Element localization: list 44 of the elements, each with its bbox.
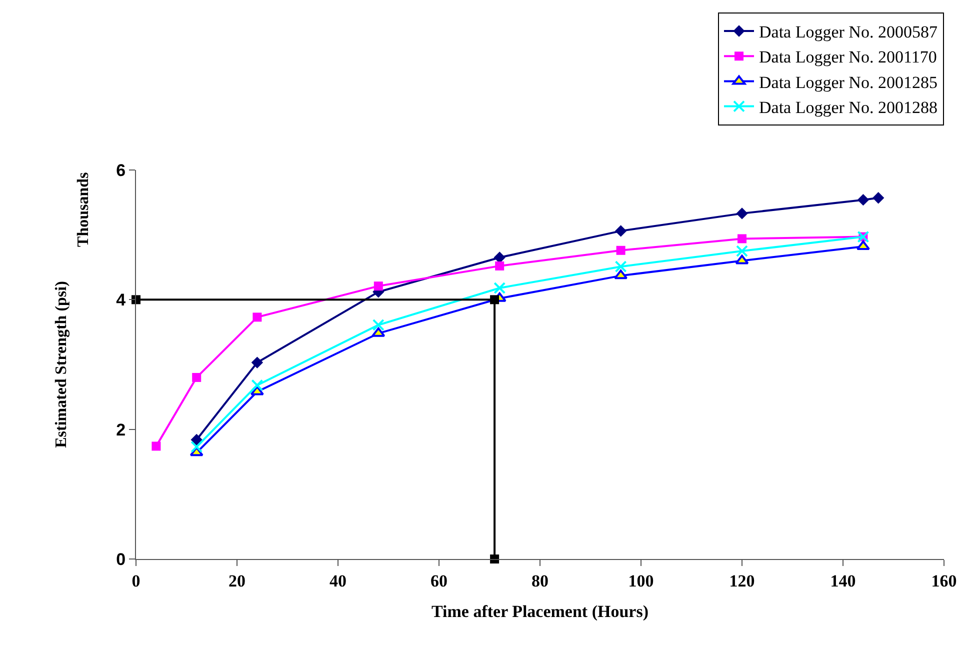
legend-label: Data Logger No. 2001170 [759, 48, 937, 67]
x-tick-label: 140 [830, 571, 856, 590]
point [251, 379, 264, 392]
x-tick-label: 20 [228, 571, 246, 590]
point [152, 442, 161, 451]
point [190, 440, 203, 453]
point [374, 282, 383, 291]
point [614, 270, 628, 280]
point [192, 372, 202, 382]
x-tick-label: 40 [330, 571, 346, 590]
legend-label: Data Logger No. 2000587 [759, 22, 938, 42]
point [614, 225, 627, 237]
point [190, 434, 202, 446]
x-tick-label: 100 [628, 571, 654, 590]
y-tick-label: 0 [116, 550, 126, 569]
point [252, 312, 262, 322]
point [872, 192, 884, 204]
point [250, 386, 264, 396]
x-tick-label: 0 [132, 571, 140, 590]
point [738, 234, 746, 244]
point [616, 246, 626, 255]
point [614, 260, 627, 273]
legend-label: Data Logger No. 2001285 [759, 72, 938, 92]
point [494, 282, 506, 294]
x-tick-label: 80 [532, 571, 548, 590]
point [490, 295, 500, 304]
point [372, 318, 384, 331]
x-tick-label: 160 [931, 571, 957, 590]
point [735, 254, 749, 264]
y-tick-label: 2 [116, 420, 126, 440]
legend-label: Data Logger No. 2001288 [759, 98, 938, 117]
x-axis-title: Time after Placement (Hours) [432, 602, 648, 621]
point [736, 245, 748, 258]
point [857, 194, 870, 206]
point [372, 327, 386, 337]
y-tick-label: 6 [116, 160, 126, 180]
x-tick-label: 120 [729, 571, 755, 590]
x-tick-label: 60 [430, 571, 448, 590]
point [495, 261, 504, 270]
y-axis-title: Estimated Strength (psi) [53, 281, 70, 448]
text: Thousands [74, 172, 92, 247]
point [736, 208, 748, 220]
point [251, 356, 264, 368]
y-tick-label: 4 [116, 290, 126, 310]
